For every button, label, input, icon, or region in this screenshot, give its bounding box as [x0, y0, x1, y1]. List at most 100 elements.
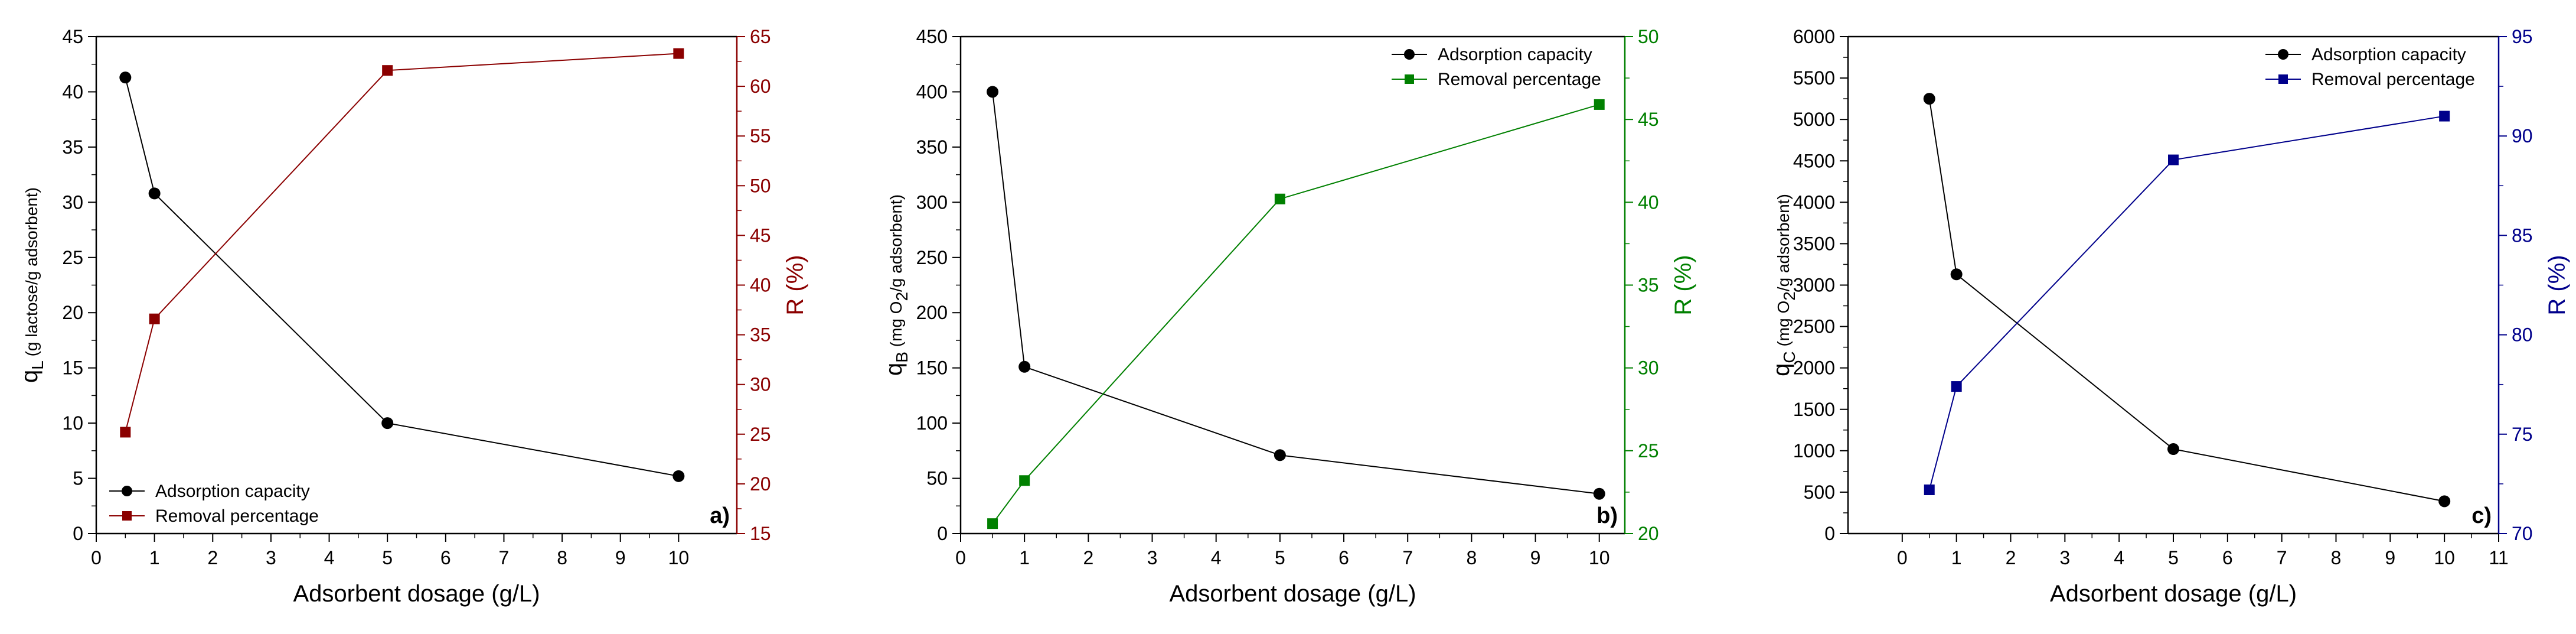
y-left-title-text: (g lactose/g adsorbent) — [22, 187, 41, 361]
x-tick-label: 5 — [382, 547, 393, 568]
y-left-axis-title: qC (mg O2/g adsorbent) — [1768, 194, 1798, 376]
x-tick-label: 2 — [207, 547, 218, 568]
x-tick-label: 4 — [1211, 547, 1222, 568]
y-left-tick-label: 20 — [62, 302, 83, 323]
y-right-tick-label: 25 — [1638, 440, 1659, 461]
y-left-title-text-2: /g adsorbent) — [887, 194, 905, 292]
x-tick-label: 3 — [1147, 547, 1158, 568]
y-right-tick-label: 35 — [1638, 275, 1659, 296]
y-left-tick-label: 40 — [62, 81, 83, 102]
x-tick-label: 7 — [1402, 547, 1413, 568]
y-left-tick-label: 500 — [1804, 482, 1835, 503]
y-left-tick-label: 450 — [916, 26, 948, 47]
series-line-1 — [992, 92, 1599, 495]
data-point-capacity — [987, 86, 999, 98]
y-left-title-symbol: q — [881, 363, 907, 376]
y-right-tick-label: 35 — [750, 324, 771, 346]
legend-marker-circle — [122, 486, 132, 496]
y-left-title-text: (mg O — [887, 301, 905, 352]
chart-panel-1: 0 1 2 3 4 5 6 7 8 9 100510152025303540451520253035… — [17, 26, 808, 607]
y-right-tick-label: 50 — [1638, 26, 1659, 47]
y-right-axis-title: R (%) — [782, 255, 808, 315]
y-left-title-subscript: B — [893, 352, 911, 363]
chart-panel-2: 0 1 2 3 4 5 6 7 8 9 100501001502002503003504004502… — [881, 26, 1696, 607]
x-tick-label: 6 — [2222, 547, 2233, 568]
legend-label: Adsorption capacity — [2311, 45, 2466, 64]
y-right-tick-label: 50 — [750, 175, 771, 196]
data-point-capacity — [672, 470, 685, 482]
y-left-title-subscript-2: 2 — [893, 292, 911, 301]
data-point-removal — [1594, 99, 1605, 110]
data-point-capacity — [119, 71, 132, 84]
y-right-tick-label: 20 — [750, 473, 771, 495]
legend-label: Adsorption capacity — [1438, 45, 1592, 64]
x-tick-label: 1 — [1951, 547, 1962, 568]
series-line-2 — [1928, 115, 2445, 490]
y-left-tick-label: 5000 — [1793, 109, 1835, 130]
y-left-tick-label: 0 — [73, 523, 83, 544]
x-axis-title: Adsorbent dosage (g/L) — [293, 581, 540, 607]
y-right-tick-label: 95 — [2512, 26, 2533, 47]
y-left-tick-label: 300 — [916, 191, 948, 213]
data-point-capacity — [1593, 487, 1605, 500]
y-left-tick-label: 1000 — [1793, 440, 1835, 461]
y-right-tick-label: 70 — [2512, 523, 2533, 544]
y-left-tick-label: 30 — [62, 191, 83, 213]
legend-marker-square — [2278, 74, 2288, 84]
y-left-tick-label: 6000 — [1793, 26, 1835, 47]
y-left-tick-label: 350 — [916, 136, 948, 158]
series-line-1 — [1928, 98, 2445, 502]
x-tick-label: 4 — [324, 547, 335, 568]
y-right-axis-title: R (%) — [1670, 255, 1696, 315]
panel-label: a) — [710, 503, 730, 528]
x-tick-label: 8 — [1466, 547, 1477, 568]
legend-label: Adsorption capacity — [155, 482, 310, 501]
y-left-tick-label: 400 — [916, 81, 948, 102]
y-left-tick-label: 5500 — [1793, 67, 1835, 89]
y-left-tick-label: 100 — [916, 412, 948, 434]
y-right-tick-label: 60 — [750, 76, 771, 97]
y-right-tick-label: 40 — [1638, 191, 1659, 213]
y-left-axis-title: qB (mg O2/g adsorbent) — [881, 194, 911, 376]
y-right-tick-label: 45 — [750, 225, 771, 246]
data-point-removal — [2168, 154, 2179, 165]
series-line-2 — [992, 103, 1600, 524]
x-axis-title: Adsorbent dosage (g/L) — [2050, 581, 2297, 607]
x-tick-label: 0 — [955, 547, 966, 568]
x-tick-label: 5 — [2168, 547, 2179, 568]
y-left-title-subscript-2: 2 — [1780, 291, 1798, 301]
x-tick-label: 7 — [499, 547, 510, 568]
data-point-capacity — [381, 417, 394, 430]
panel-label: b) — [1596, 503, 1618, 528]
y-right-tick-label: 65 — [750, 26, 771, 47]
series-line-2 — [125, 53, 679, 433]
y-right-tick-label: 85 — [2512, 225, 2533, 246]
y-left-tick-label: 3500 — [1793, 233, 1835, 254]
x-tick-label: 1 — [149, 547, 160, 568]
y-left-title-subscript: L — [28, 361, 47, 370]
y-left-title-text: (mg O — [1774, 301, 1793, 352]
chart-panel-3: 0 1 2 3 4 5 6 7 8 9 10 11 0 500 1000 1500 2000 2500 3000 35… — [1768, 26, 2570, 607]
x-tick-label: 8 — [557, 547, 567, 568]
data-point-removal — [149, 313, 160, 324]
data-point-removal — [673, 48, 684, 59]
legend-label: Removal percentage — [1438, 70, 1601, 89]
data-point-removal — [382, 65, 393, 76]
y-left-tick-label: 35 — [62, 136, 83, 158]
y-left-tick-label: 0 — [937, 523, 948, 544]
x-tick-label: 10 — [668, 547, 690, 568]
y-left-tick-label: 2500 — [1793, 316, 1835, 337]
data-point-removal — [1274, 193, 1285, 204]
panel-label: c) — [2471, 503, 2492, 528]
y-left-tick-label: 0 — [1824, 523, 1835, 544]
y-left-tick-label: 5 — [73, 468, 83, 489]
y-left-tick-label: 3000 — [1793, 275, 1835, 296]
y-right-tick-label: 90 — [2512, 125, 2533, 147]
data-point-removal — [2439, 110, 2450, 122]
y-left-tick-label: 10 — [62, 412, 83, 434]
data-point-removal — [1951, 381, 1962, 392]
x-tick-label: 6 — [440, 547, 451, 568]
y-left-axis-title: qL (g lactose/g adsorbent) — [17, 187, 47, 383]
data-point-capacity — [1923, 93, 1935, 105]
